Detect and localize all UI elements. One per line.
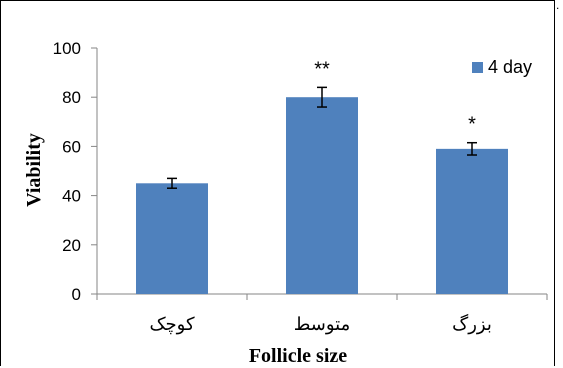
- x-axis: کوچک متوسط بزرگ: [96, 293, 548, 335]
- y-tick-label: 20: [62, 236, 81, 255]
- bar: [286, 97, 358, 294]
- significance-mark: **: [314, 58, 330, 80]
- error-bars: [167, 86, 477, 189]
- y-axis-title: Viability: [23, 133, 45, 207]
- y-tick-label: 0: [72, 285, 81, 304]
- y-tick-label: 80: [62, 88, 81, 107]
- x-tick-label: بزرگ: [452, 313, 492, 335]
- bars: [136, 97, 508, 294]
- corner-mark: .: [556, 0, 560, 12]
- y-tick-label: 40: [62, 187, 81, 206]
- y-axis: 0 20 40 60 80 100: [53, 39, 98, 304]
- bar: [136, 183, 208, 294]
- bar: [436, 148, 508, 294]
- y-tick-label: 60: [62, 137, 81, 156]
- legend-label: 4 day: [488, 57, 532, 77]
- x-axis-title: Follicle size: [249, 345, 347, 367]
- x-tick-label: کوچک: [149, 314, 195, 335]
- legend-swatch: [472, 62, 483, 73]
- x-tick-label: متوسط: [294, 314, 351, 335]
- significance-annotations: ***: [314, 58, 476, 135]
- y-tick-label: 100: [53, 39, 81, 58]
- legend: 4 day: [472, 57, 532, 77]
- significance-mark: *: [468, 114, 476, 136]
